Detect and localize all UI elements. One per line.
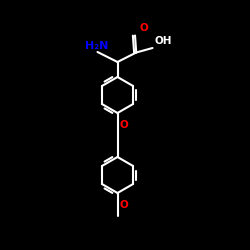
- Text: H₂N: H₂N: [84, 41, 108, 51]
- Text: O: O: [140, 23, 148, 33]
- Text: OH: OH: [154, 36, 172, 46]
- Text: O: O: [120, 120, 129, 130]
- Text: O: O: [120, 200, 129, 210]
